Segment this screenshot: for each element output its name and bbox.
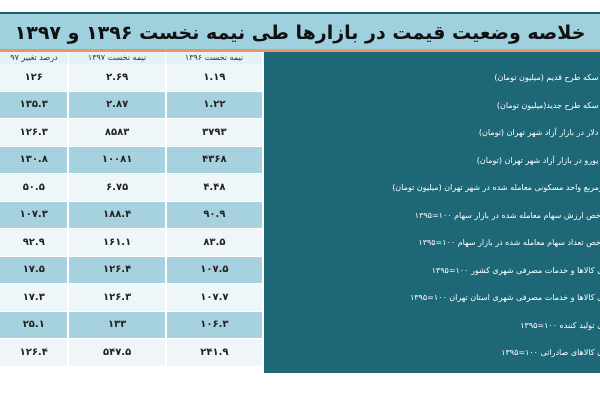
value-1397-cell: ۱۳۳ — [69, 311, 167, 339]
accent-divider — [0, 49, 600, 52]
change-cell: ۱۳۵.۳ — [0, 91, 70, 119]
value-1396-cell: ۹۰.۹ — [166, 201, 265, 229]
values-table: درصد تغییر ۹۷ نیمه نخست ۱۳۹۷ نیمه نخست ۱… — [0, 52, 265, 367]
value-1397-cell: ۲.۸۷ — [69, 91, 167, 119]
change-cell: ۱۲۶.۴ — [0, 339, 70, 367]
value-1396-cell: ۸۳.۵ — [166, 229, 265, 257]
table-row: ۱۲۶.۴ ۵۴۷.۵ ۲۴۱.۹ — [0, 339, 265, 367]
row-label: شاخص تعداد سهام معامله شده در بازار سهام… — [264, 229, 600, 257]
row-labels-panel: رخ سکه طرح قدیم (میلیون تومان) رخ سکه طرح… — [264, 52, 600, 373]
value-1397-cell: ۸۵۸۳ — [69, 119, 167, 147]
value-1396-cell: ۳۷۹۳ — [166, 119, 265, 147]
row-label-text: رخ دلار در بازار آزاد شهر تهران (تومان) — [478, 128, 600, 138]
row-label: رخ سکه طرح جدید(میلیون تومان) — [264, 92, 600, 120]
change-cell: ۱۷.۵ — [0, 256, 70, 284]
value-1396-cell: ۱۰۶.۳ — [166, 311, 265, 339]
change-cell: ۱۲۶.۳ — [0, 119, 70, 147]
row-label: رخ دلار در بازار آزاد شهر تهران (تومان) — [264, 119, 600, 147]
value-1396-cell: ۱.۲۲ — [166, 91, 265, 119]
table-row: ۱۳۰.۸ ۱۰۰۸۱ ۴۳۶۸ — [0, 146, 265, 174]
table-row: ۱۷.۳ ۱۲۶.۳ ۱۰۷.۷ — [0, 284, 265, 312]
change-cell: ۹۲.۹ — [0, 229, 70, 257]
value-1396-cell: ۴۳۶۸ — [166, 146, 265, 174]
value-1397-cell: ۶.۷۵ — [69, 174, 167, 202]
value-1397-cell: ۲.۶۹ — [69, 64, 167, 92]
table-row: ۲۵.۱ ۱۳۳ ۱۰۶.۳ — [0, 311, 265, 339]
value-1396-cell: ۱.۱۹ — [166, 64, 265, 92]
row-label-text: های کالاها و خدمات مصرفی شهری کشور ۱۰۰=۱… — [431, 265, 600, 275]
value-1396-cell: ۱۰۷.۷ — [166, 284, 265, 312]
value-1396-cell: ۴.۴۸ — [166, 174, 265, 202]
row-label-text: رخ یورو در بازار آزاد شهر تهران (تومان) — [476, 155, 600, 165]
row-label: های کالاها و خدمات مصرفی شهری کشور ۱۰۰=۱… — [264, 257, 600, 285]
row-label-text: های کالاهای صادراتی ۱۰۰=۱۳۹۵ — [501, 348, 600, 358]
value-1397-cell: ۱۶۱.۱ — [69, 229, 167, 257]
table-row: ۱۲۶.۳ ۸۵۸۳ ۳۷۹۳ — [0, 119, 265, 147]
row-label: های تولید کننده ۱۰۰=۱۳۹۵ — [264, 312, 600, 340]
row-label: های کالاهای صادراتی ۱۰۰=۱۳۹۵ — [264, 339, 600, 367]
change-cell: ۱۷.۳ — [0, 284, 70, 312]
row-label-text: رخ سکه طرح جدید(میلیون تومان) — [496, 100, 600, 110]
value-1397-cell: ۱۸۸.۴ — [69, 201, 167, 229]
header-row: درصد تغییر ۹۷ نیمه نخست ۱۳۹۷ نیمه نخست ۱… — [0, 52, 264, 64]
table-row: ۱۷.۵ ۱۲۶.۴ ۱۰۷.۵ — [0, 256, 265, 284]
table-row: ۹۲.۹ ۱۶۱.۱ ۸۳.۵ — [0, 229, 265, 257]
row-label-text: شاخص تعداد سهام معامله شده در بازار سهام… — [418, 238, 600, 248]
header-1397: نیمه نخست ۱۳۹۷ — [69, 52, 166, 64]
value-1397-cell: ۱۲۶.۳ — [69, 284, 167, 312]
row-label: شاخص ارزش سهام معامله شده در بازار سهام … — [264, 202, 600, 230]
row-label-text: شاخص ارزش سهام معامله شده در بازار سهام … — [414, 210, 600, 220]
change-cell: ۱۲۶ — [0, 64, 70, 92]
table-title: خلاصه وضعیت قیمت در بازارها طی نیمه نخست… — [0, 12, 600, 51]
value-1396-cell: ۱۰۷.۵ — [166, 256, 265, 284]
change-cell: ۲۵.۱ — [0, 311, 70, 339]
header-1396: نیمه نخست ۱۳۹۶ — [166, 52, 263, 64]
row-label-text: مترمربع واحد مسکونی معامله شده در شهر ته… — [392, 183, 600, 193]
table-row: ۱۳۵.۳ ۲.۸۷ ۱.۲۲ — [0, 91, 265, 119]
table-row: ۱۲۶ ۲.۶۹ ۱.۱۹ — [0, 64, 265, 92]
table-row: ۵۰.۵ ۶.۷۵ ۴.۴۸ — [0, 174, 265, 202]
row-label: های کالاها و خدمات مصرفی شهری استان تهرا… — [264, 284, 600, 312]
header-change: درصد تغییر ۹۷ — [0, 52, 69, 64]
row-label: رخ یورو در بازار آزاد شهر تهران (تومان) — [264, 147, 600, 175]
change-cell: ۱۳۰.۸ — [0, 146, 70, 174]
change-cell: ۵۰.۵ — [0, 174, 70, 202]
value-1397-cell: ۱۲۶.۴ — [69, 256, 167, 284]
row-label-text: رخ سکه طرح قدیم (میلیون تومان) — [494, 73, 600, 83]
change-cell: ۱۰۷.۳ — [0, 201, 70, 229]
value-1396-cell: ۲۴۱.۹ — [166, 339, 265, 367]
table-row: ۱۰۷.۳ ۱۸۸.۴ ۹۰.۹ — [0, 201, 265, 229]
row-label: رخ سکه طرح قدیم (میلیون تومان) — [264, 64, 600, 92]
row-label-text: های کالاها و خدمات مصرفی شهری استان تهرا… — [409, 293, 600, 303]
row-label: مترمربع واحد مسکونی معامله شده در شهر ته… — [264, 174, 600, 202]
row-label-text: های تولید کننده ۱۰۰=۱۳۹۵ — [520, 320, 600, 330]
value-1397-cell: ۱۰۰۸۱ — [69, 146, 167, 174]
value-1397-cell: ۵۴۷.۵ — [69, 339, 167, 367]
